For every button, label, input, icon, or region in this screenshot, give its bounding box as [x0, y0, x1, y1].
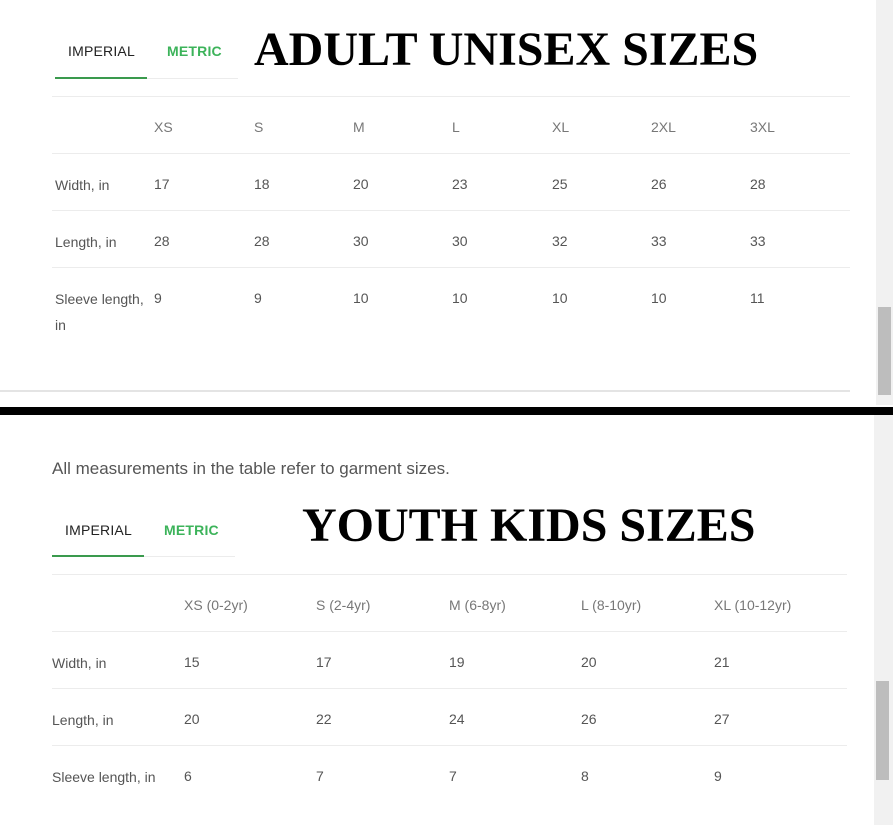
table-cell: 17 [316, 654, 332, 670]
table-cell: 18 [254, 176, 270, 192]
table-cell: 27 [714, 711, 730, 727]
table-cell: 6 [184, 768, 192, 784]
table-cell: 28 [750, 176, 766, 192]
adult-scrollbar-thumb[interactable] [878, 307, 891, 395]
table-cell: 21 [714, 654, 730, 670]
table-cell: 7 [316, 768, 324, 784]
youth-tab-metric[interactable]: METRIC [164, 522, 219, 538]
table-cell: 30 [353, 233, 369, 249]
adult-tab-indicator [55, 77, 147, 79]
table-cell: 26 [651, 176, 667, 192]
table-cell: 20 [581, 654, 597, 670]
table-cell: 10 [651, 290, 667, 306]
table-cell: 20 [184, 711, 200, 727]
table-cell: 19 [449, 654, 465, 670]
table-cell: 25 [552, 176, 568, 192]
table-cell: 9 [714, 768, 722, 784]
row-divider [52, 745, 847, 746]
table-cell: 17 [154, 176, 170, 192]
row-divider [52, 210, 850, 211]
column-header: M [353, 119, 365, 135]
table-cell: 28 [254, 233, 270, 249]
column-header: XL [552, 119, 570, 135]
column-header: L (8-10yr) [581, 597, 642, 613]
row-divider [52, 631, 847, 632]
youth-scrollbar-thumb[interactable] [876, 681, 889, 780]
row-label: Width, in [55, 177, 110, 193]
row-label: Length, in [52, 712, 114, 728]
table-cell: 15 [184, 654, 200, 670]
table-cell: 7 [449, 768, 457, 784]
column-header: S [254, 119, 264, 135]
column-header: XS [154, 119, 173, 135]
table-cell: 10 [452, 290, 468, 306]
row-divider [52, 267, 850, 268]
table-cell: 22 [316, 711, 332, 727]
row-divider [52, 153, 850, 154]
column-header: 2XL [651, 119, 676, 135]
youth-tab-indicator [52, 555, 144, 557]
table-cell: 11 [750, 290, 765, 306]
column-header: XS (0-2yr) [184, 597, 248, 613]
adult-scrollbar[interactable] [876, 0, 893, 405]
column-header: L [452, 119, 460, 135]
adult-tab-metric[interactable]: METRIC [167, 43, 222, 59]
table-cell: 24 [449, 711, 465, 727]
column-header: XL (10-12yr) [714, 597, 792, 613]
measurements-note: All measurements in the table refer to g… [52, 459, 450, 478]
section-divider [0, 407, 893, 415]
row-label: Sleeve length, in [52, 769, 156, 785]
adult-title: ADULT UNISEX SIZES [254, 23, 759, 76]
table-cell: 10 [552, 290, 568, 306]
table-cell: 9 [254, 290, 262, 306]
table-cell: 28 [154, 233, 170, 249]
column-header: 3XL [750, 119, 775, 135]
table-cell: 33 [651, 233, 667, 249]
row-label: Length, in [55, 234, 117, 250]
column-header: M (6-8yr) [449, 597, 506, 613]
table-cell: 26 [581, 711, 597, 727]
table-top-border [52, 96, 850, 97]
table-top-border [52, 574, 847, 575]
table-cell: 8 [581, 768, 589, 784]
row-label: Width, in [52, 655, 107, 671]
table-cell: 10 [353, 290, 369, 306]
table-cell: 30 [452, 233, 468, 249]
table-cell: 23 [452, 176, 468, 192]
table-cell: 33 [750, 233, 766, 249]
column-header: S (2-4yr) [316, 597, 371, 613]
table-cell: 9 [154, 290, 162, 306]
table-cell: 32 [552, 233, 568, 249]
row-divider [52, 688, 847, 689]
table-cell: 20 [353, 176, 369, 192]
youth-title: YOUTH KIDS SIZES [302, 499, 756, 552]
adult-bottom-border [0, 390, 850, 392]
youth-tab-imperial[interactable]: IMPERIAL [65, 522, 132, 538]
row-label: Sleeve length, in [55, 291, 144, 333]
adult-tab-imperial[interactable]: IMPERIAL [68, 43, 135, 59]
